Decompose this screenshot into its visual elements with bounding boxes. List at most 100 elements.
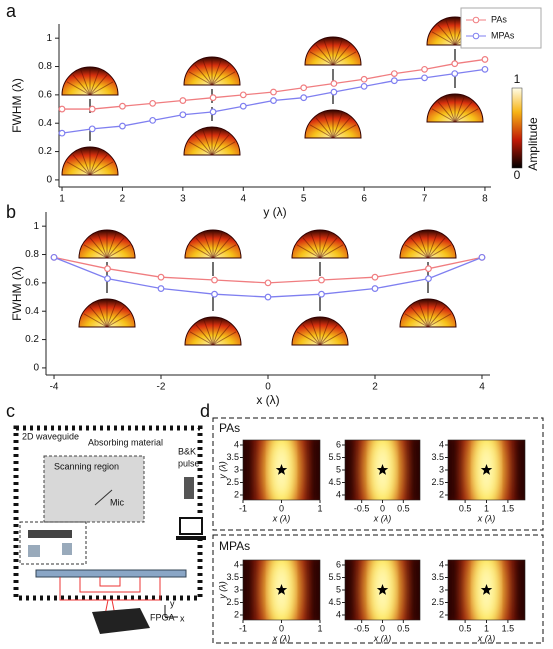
y-axis-title: FWHM (λ): [10, 78, 24, 133]
setup-diagram: 2D waveguide Absorbing material Scanning…: [13, 425, 206, 634]
data-point: [270, 88, 277, 96]
field-ray: [106, 232, 117, 259]
field-ray: [106, 306, 125, 328]
x-tick-label: 1.5: [502, 623, 515, 633]
series-line: [53, 256, 483, 284]
panel-label: d: [200, 401, 210, 421]
data-point: [481, 65, 489, 73]
field-ray: [194, 64, 213, 86]
field-ray: [319, 331, 344, 346]
colorbar-tick-label: 0: [514, 168, 521, 182]
field-ray: [203, 232, 214, 259]
scanning-region: [43, 455, 145, 523]
x-tick-label: -1: [239, 623, 247, 633]
field-ray: [454, 96, 465, 123]
x-tick-label: 1.5: [502, 503, 515, 513]
field-ray: [106, 237, 125, 259]
y-tick-label: 0.6: [25, 278, 39, 289]
field-ray: [296, 331, 321, 346]
panel-label: a: [6, 1, 17, 21]
heat-dark: [408, 560, 420, 620]
array-detail: [19, 521, 87, 565]
speaker: [184, 477, 194, 499]
field-ray: [212, 331, 237, 346]
field-ray: [106, 301, 117, 328]
absorber-border: [13, 425, 203, 601]
field-ray: [72, 154, 91, 176]
field-ray: [89, 306, 108, 328]
data-point: [478, 253, 486, 261]
data-point: [50, 253, 58, 261]
focus-marker: [275, 464, 288, 475]
field-ray: [427, 306, 446, 328]
x-tick-label: -0.5: [354, 623, 370, 633]
field-ray: [189, 244, 214, 259]
field-ray: [66, 161, 91, 176]
panel-label: c: [6, 401, 15, 421]
data-point: [300, 84, 308, 92]
wiring: [59, 577, 161, 616]
series-line: [53, 256, 483, 298]
y-tick-label: 3.5: [226, 452, 239, 462]
data-point: [157, 285, 165, 292]
data-point: [211, 276, 218, 284]
legend-box: [460, 7, 542, 49]
y-tick-label: 1: [46, 33, 52, 44]
legend-label: PAs: [491, 14, 507, 24]
focus-marker: [376, 464, 389, 475]
data-point: [451, 70, 459, 78]
heat-dark: [408, 440, 420, 500]
x-tick-label: 0.5: [397, 623, 410, 633]
field-ray: [89, 154, 108, 176]
diagram-label: x: [180, 613, 185, 623]
y-tick-label: 2: [234, 489, 239, 499]
field-ray: [296, 244, 321, 259]
heat-dark: [308, 440, 320, 500]
field-ray: [195, 324, 214, 346]
field-ray: [427, 232, 438, 259]
field-ray: [332, 51, 357, 66]
y-tick-label: 4: [336, 609, 341, 619]
data-point: [300, 94, 308, 102]
x-tick-label: -0.5: [354, 503, 370, 513]
field-ray: [211, 141, 236, 156]
field-ray: [404, 313, 429, 328]
heat-dark: [345, 440, 357, 500]
y-axis-title: y (λ): [217, 581, 227, 599]
diagram-label: Mic: [110, 497, 124, 507]
field-ray: [80, 149, 91, 176]
array-part: [28, 545, 40, 557]
y-tick-label: 2: [439, 489, 444, 499]
data-point: [390, 70, 398, 78]
x-tick-label: 1: [317, 503, 322, 513]
x-tick-label: 1: [59, 194, 65, 205]
y-tick-label: 5: [336, 584, 341, 594]
data-point: [390, 77, 398, 85]
field-ray: [310, 319, 321, 346]
x-tick-label: 6: [361, 194, 367, 205]
diagram-label: pulse: [178, 458, 200, 468]
field-ray: [195, 237, 214, 259]
data-point: [149, 99, 157, 107]
field-ray: [315, 44, 334, 66]
colorbar-tick-label: 1: [514, 72, 521, 86]
y-tick-label: 0.8: [25, 249, 39, 260]
x-tick-label: 0: [279, 623, 284, 633]
heat-dark: [243, 440, 255, 500]
x-tick-label: 0.5: [459, 503, 472, 513]
field-ray: [309, 124, 334, 139]
field-ray: [410, 306, 429, 328]
field-ray: [323, 39, 334, 66]
field-ray: [89, 237, 108, 259]
computer: [179, 517, 203, 535]
field-ray: [211, 129, 222, 156]
y-tick-label: 5.5: [328, 572, 341, 582]
field-ray: [427, 313, 452, 328]
focus-marker: [275, 584, 288, 595]
field-ray: [211, 134, 230, 156]
x-tick-label: 1: [484, 503, 489, 513]
y-axis-title: FWHM (λ): [10, 266, 24, 321]
mic: [94, 489, 113, 506]
data-point: [149, 116, 157, 124]
